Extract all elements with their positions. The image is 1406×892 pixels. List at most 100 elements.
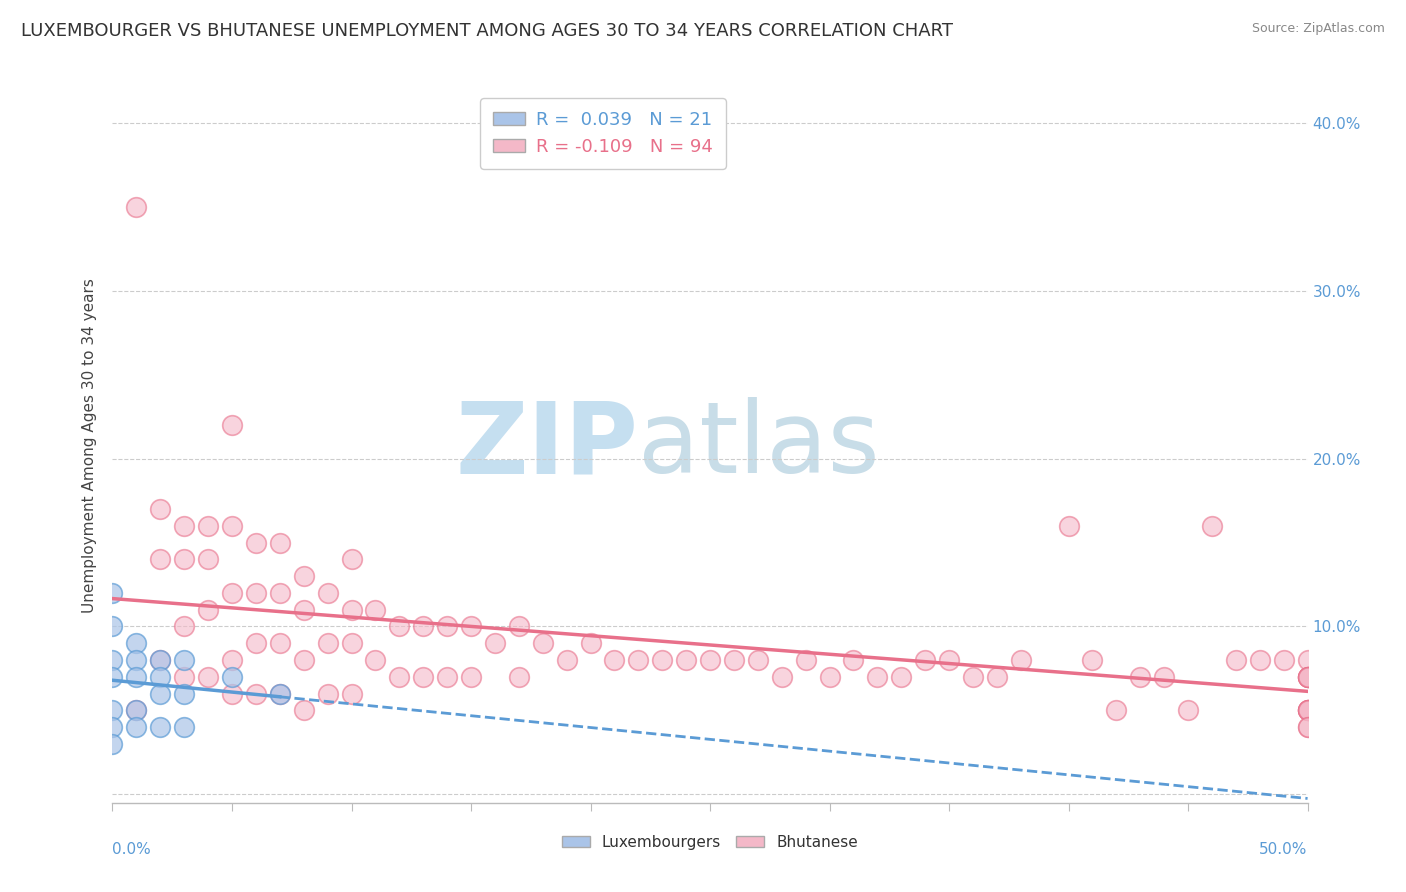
Point (579, 636, 602, 650)
Point (1129, 670, 1152, 684)
Text: atlas: atlas (638, 398, 880, 494)
Point (316, 687, 339, 701)
Point (149, 653, 172, 667)
Point (460, 619, 482, 633)
Point (484, 636, 506, 650)
Point (340, 687, 363, 701)
Point (101, 670, 124, 684)
Point (1296, 703, 1319, 717)
Point (388, 670, 411, 684)
Point (508, 619, 530, 633)
Point (101, 653, 124, 667)
Point (245, 535, 267, 549)
Point (269, 687, 291, 701)
Text: ZIP: ZIP (456, 398, 638, 494)
Point (149, 687, 172, 701)
Point (508, 670, 530, 684)
Point (316, 636, 339, 650)
Point (197, 670, 219, 684)
Point (340, 603, 363, 617)
Point (292, 653, 315, 667)
Point (197, 518, 219, 533)
Point (770, 670, 793, 684)
Point (245, 636, 267, 650)
Point (245, 586, 267, 600)
Point (364, 603, 387, 617)
Point (1296, 670, 1319, 684)
Point (340, 636, 363, 650)
Point (723, 653, 745, 667)
Point (555, 653, 578, 667)
Point (794, 653, 817, 667)
Point (173, 720, 195, 734)
Point (292, 703, 315, 717)
Point (149, 670, 172, 684)
Point (149, 552, 172, 566)
Point (651, 653, 673, 667)
Point (221, 518, 243, 533)
Point (125, 670, 148, 684)
Point (149, 502, 172, 516)
Point (221, 653, 243, 667)
Point (1296, 720, 1319, 734)
Point (818, 670, 841, 684)
Point (627, 653, 650, 667)
Point (962, 670, 984, 684)
Point (125, 653, 148, 667)
Point (269, 687, 291, 701)
Point (531, 636, 554, 650)
Point (1296, 703, 1319, 717)
Point (221, 687, 243, 701)
Point (149, 720, 172, 734)
Point (938, 653, 960, 667)
Point (388, 619, 411, 633)
Text: 0.0%: 0.0% (112, 842, 152, 857)
Point (436, 619, 458, 633)
Point (1296, 703, 1319, 717)
Point (1201, 518, 1223, 533)
Point (436, 670, 458, 684)
Point (125, 636, 148, 650)
Point (221, 417, 243, 432)
Point (173, 653, 195, 667)
Point (1081, 653, 1104, 667)
Point (986, 670, 1008, 684)
Point (1105, 703, 1128, 717)
Point (316, 586, 339, 600)
Point (125, 703, 148, 717)
Point (101, 737, 124, 751)
Point (364, 653, 387, 667)
Point (269, 535, 291, 549)
Y-axis label: Unemployment Among Ages 30 to 34 years: Unemployment Among Ages 30 to 34 years (82, 278, 97, 614)
Point (1296, 670, 1319, 684)
Point (125, 720, 148, 734)
Point (101, 703, 124, 717)
Point (292, 603, 315, 617)
Point (1272, 653, 1295, 667)
Point (173, 670, 195, 684)
Point (1057, 518, 1080, 533)
Point (173, 518, 195, 533)
Point (245, 687, 267, 701)
Point (173, 687, 195, 701)
Point (1296, 670, 1319, 684)
Point (125, 200, 148, 214)
Text: Source: ZipAtlas.com: Source: ZipAtlas.com (1251, 22, 1385, 36)
Point (197, 552, 219, 566)
Point (1296, 703, 1319, 717)
Point (221, 586, 243, 600)
Point (221, 670, 243, 684)
Point (1177, 703, 1199, 717)
Point (101, 720, 124, 734)
Point (890, 670, 912, 684)
Point (914, 653, 936, 667)
Point (699, 653, 721, 667)
Point (1225, 653, 1247, 667)
Point (1296, 670, 1319, 684)
Point (412, 670, 434, 684)
Text: LUXEMBOURGER VS BHUTANESE UNEMPLOYMENT AMONG AGES 30 TO 34 YEARS CORRELATION CHA: LUXEMBOURGER VS BHUTANESE UNEMPLOYMENT A… (21, 22, 953, 40)
Point (603, 653, 626, 667)
Point (1153, 670, 1175, 684)
Point (747, 653, 769, 667)
Point (1296, 703, 1319, 717)
